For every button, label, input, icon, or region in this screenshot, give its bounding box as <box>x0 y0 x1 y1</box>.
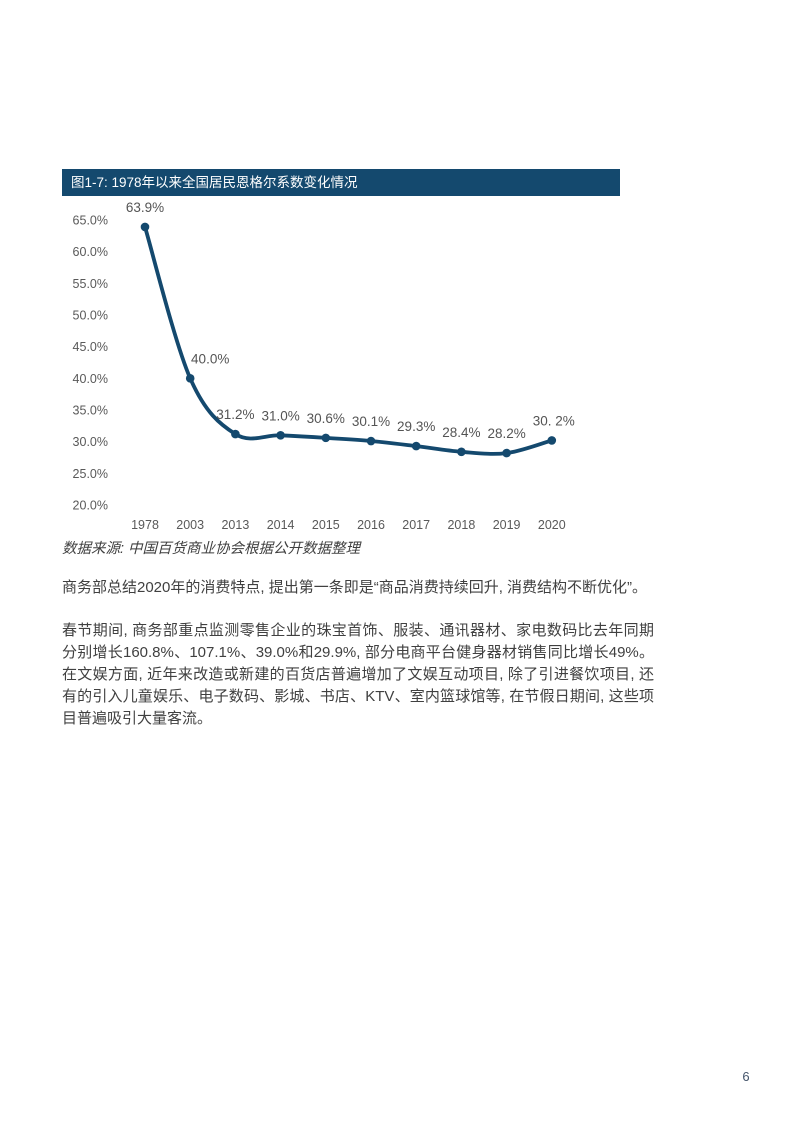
svg-text:31.0%: 31.0% <box>261 408 299 423</box>
svg-text:50.0%: 50.0% <box>73 309 108 323</box>
svg-text:35.0%: 35.0% <box>73 404 108 418</box>
svg-text:30.6%: 30.6% <box>307 411 345 426</box>
svg-text:31.2%: 31.2% <box>216 407 254 422</box>
svg-text:65.0%: 65.0% <box>73 214 108 228</box>
svg-text:55.0%: 55.0% <box>73 277 108 291</box>
svg-text:2019: 2019 <box>493 518 521 532</box>
page-number: 6 <box>742 1069 750 1084</box>
engel-coefficient-chart: 65.0% 60.0% 55.0% 50.0% 45.0% 40.0% 35.0% 30.0%… <box>62 196 622 541</box>
figure-title-bar: 图1-7: 1978年以来全国居民恩格尔系数变化情况 <box>62 169 620 196</box>
svg-text:20.0%: 20.0% <box>73 499 108 513</box>
svg-text:2013: 2013 <box>221 518 249 532</box>
figure-title: 图1-7: 1978年以来全国居民恩格尔系数变化情况 <box>71 175 358 190</box>
svg-text:2014: 2014 <box>267 518 295 532</box>
svg-text:2015: 2015 <box>312 518 340 532</box>
svg-text:30.0%: 30.0% <box>73 435 108 449</box>
svg-text:29.3%: 29.3% <box>397 419 435 434</box>
svg-text:2003: 2003 <box>176 518 204 532</box>
line-chart-canvas: 65.0% 60.0% 55.0% 50.0% 45.0% 40.0% 35.0% 30.0%… <box>73 200 575 532</box>
svg-text:2018: 2018 <box>447 518 475 532</box>
svg-text:40.0%: 40.0% <box>73 372 108 386</box>
data-source-note: 数据来源: 中国百货商业协会根据公开数据整理 <box>62 541 361 557</box>
svg-text:60.0%: 60.0% <box>73 245 108 259</box>
svg-text:2016: 2016 <box>357 518 385 532</box>
svg-text:40.0%: 40.0% <box>191 351 229 366</box>
svg-text:2020: 2020 <box>538 518 566 532</box>
svg-text:45.0%: 45.0% <box>73 340 108 354</box>
svg-text:30. 2%: 30. 2% <box>533 413 575 428</box>
svg-text:30.1%: 30.1% <box>352 414 390 429</box>
svg-text:1978: 1978 <box>131 518 159 532</box>
svg-text:28.2%: 28.2% <box>487 426 525 441</box>
svg-text:28.4%: 28.4% <box>442 425 480 440</box>
body-paragraph-1: 商务部总结2020年的消费特点, 提出第一条即是“商品消费持续回升, 消费结构不… <box>62 579 648 596</box>
body-paragraph-2: 春节期间, 商务部重点监测零售企业的珠宝首饰、服装、通讯器材、家电数码比去年同期… <box>62 622 654 727</box>
svg-text:25.0%: 25.0% <box>73 467 108 481</box>
svg-text:63.9%: 63.9% <box>126 200 164 215</box>
svg-text:2017: 2017 <box>402 518 430 532</box>
